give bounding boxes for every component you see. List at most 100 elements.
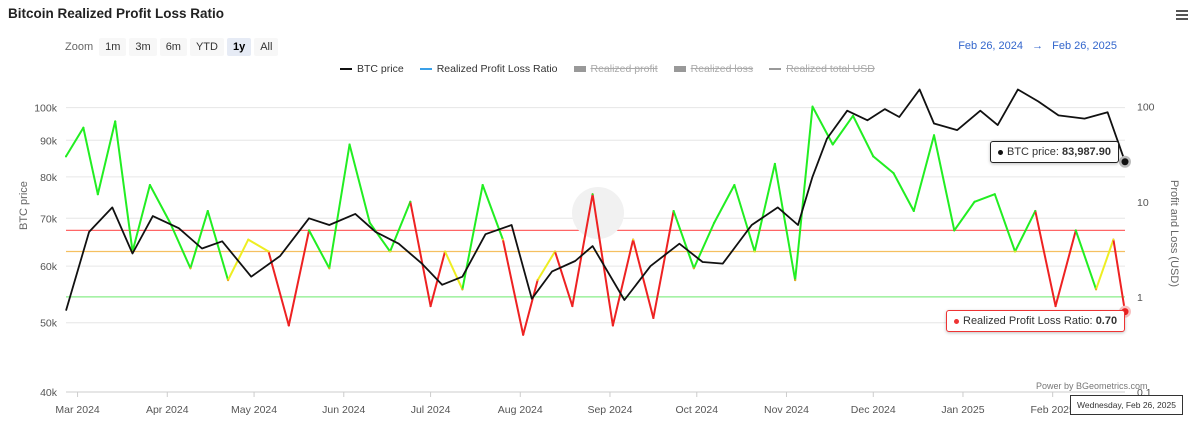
rpl-point [753, 250, 756, 253]
rpl-segment [652, 209, 675, 319]
rpl-segment [409, 200, 432, 308]
rpl-segment [993, 193, 1017, 253]
zoom-ytd-button[interactable]: YTD [189, 38, 224, 56]
rpl-ratio-tooltip: Realized Profit Loss Ratio: 0.70 [946, 310, 1126, 332]
watermark-logo [572, 187, 624, 239]
menu-icon[interactable] [1176, 10, 1188, 20]
date-range: Feb 26, 2024 → Feb 26, 2025 [955, 40, 1120, 52]
rpl-point [993, 193, 996, 196]
rpl-segment [501, 238, 525, 336]
x-tick-label: Mar 2024 [55, 404, 100, 416]
rpl-segment [206, 209, 230, 282]
rpl-point [481, 184, 484, 187]
rpl-segment [82, 126, 99, 196]
rpl-point [522, 333, 525, 336]
rpl-point [389, 250, 392, 253]
rpl-segment [65, 126, 85, 158]
rpl-point [148, 184, 151, 187]
rpl-segment [522, 279, 539, 336]
rpl-point [652, 316, 655, 319]
rpl-point [1074, 229, 1077, 232]
rpl-point [189, 267, 192, 270]
rpl-ratio-value: 0.70 [1095, 315, 1118, 327]
x-tick-label: Aug 2024 [498, 404, 543, 416]
legend-realized-loss[interactable]: Realized loss [673, 63, 753, 75]
rpl-segment [481, 184, 504, 241]
rpl-segment [348, 143, 371, 224]
rpl-segment [571, 193, 594, 308]
legend-rpl-ratio[interactable]: Realized Profit Loss Ratio [419, 63, 558, 75]
rpl-segment [753, 162, 776, 253]
rpl-segment [892, 172, 915, 212]
rpl-segment [148, 184, 172, 224]
rpl-segment [632, 238, 655, 319]
y-right-tick: 1 [1137, 292, 1143, 304]
rpl-segment [773, 162, 797, 282]
date-tooltip: Wednesday, Feb 26, 2025 [1070, 395, 1183, 415]
x-tick-label: Oct 2024 [675, 404, 718, 416]
zoom-1m-button[interactable]: 1m [99, 38, 127, 56]
rpl-point [811, 105, 814, 108]
range-from[interactable]: Feb 26, 2024 [958, 40, 1024, 52]
rpl-segment [953, 200, 976, 232]
rpl-point [773, 162, 776, 165]
legend-btc-price[interactable]: BTC price [340, 63, 404, 75]
rpl-segment [973, 193, 996, 203]
rpl-segment [247, 238, 270, 253]
rpl-segment [1014, 209, 1037, 253]
rpl-point [368, 221, 371, 224]
range-to[interactable]: Feb 26, 2025 [1052, 40, 1117, 52]
rpl-segment [1112, 238, 1126, 313]
rpl-point [409, 200, 412, 203]
rpl-point [308, 229, 311, 232]
rpl-point [461, 288, 464, 291]
rpl-point [912, 209, 915, 212]
legend-realized-total[interactable]: Realized total USD [769, 63, 875, 75]
rpl-segment [713, 184, 736, 224]
rpl-point [1054, 305, 1057, 308]
rpl-segment [831, 114, 855, 146]
y-right-tick: 10 [1137, 197, 1149, 209]
rpl-point [571, 305, 574, 308]
zoom-1y-button[interactable]: 1y [226, 38, 252, 56]
x-tick-label: Feb 2025 [1030, 404, 1075, 416]
y-left-tick: 80k [40, 172, 58, 184]
chart-legend: BTC price Realized Profit Loss Ratio Rea… [340, 63, 891, 75]
zoom-6m-button[interactable]: 6m [159, 38, 187, 56]
rpl-dot-icon [954, 318, 959, 324]
rpl-segment [591, 193, 614, 327]
rpl-point [96, 193, 99, 196]
rpl-point [536, 279, 539, 282]
x-tick-label: May 2024 [231, 404, 277, 416]
zoom-all-button[interactable]: All [254, 38, 279, 56]
rpl-segment [429, 250, 447, 308]
rpl-point [713, 221, 716, 224]
y-left-tick: 100k [34, 103, 58, 115]
rpl-point [1014, 250, 1017, 253]
legend-realized-profit[interactable]: Realized profit [573, 63, 658, 75]
rpl-segment [461, 184, 484, 291]
rpl-segment [852, 114, 875, 158]
rpl-segment [131, 184, 151, 253]
zoom-3m-button[interactable]: 3m [129, 38, 157, 56]
rpl-segment [389, 200, 412, 253]
x-tick-label: Jan 2025 [941, 404, 984, 416]
rpl-segment [1054, 229, 1077, 308]
rpl-segment [611, 238, 635, 327]
rpl-point [933, 134, 936, 137]
rpl-point [1095, 288, 1098, 291]
rpl-point [553, 250, 556, 253]
rpl-segment [368, 221, 392, 253]
zoom-controls: Zoom 1m 3m 6m YTD 1y All [65, 38, 281, 56]
rpl-point [973, 200, 976, 203]
btc-price-line [65, 88, 1126, 311]
x-tick-label: Nov 2024 [764, 404, 809, 416]
rpl-point [348, 143, 351, 146]
x-tick-label: Jul 2024 [411, 404, 451, 416]
y-left-tick: 70k [40, 213, 58, 225]
rpl-point [733, 184, 736, 187]
rpl-point [794, 279, 797, 282]
rpl-point [953, 229, 956, 232]
rpl-point [227, 279, 230, 282]
